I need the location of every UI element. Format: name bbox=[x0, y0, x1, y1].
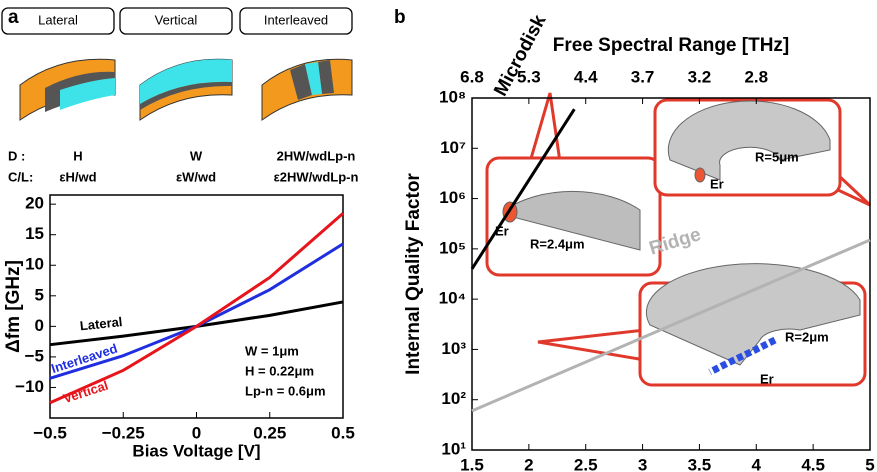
d-formula: H bbox=[73, 148, 82, 163]
param: Lp-n = 0.6μm bbox=[245, 383, 326, 398]
param: W = 1μm bbox=[245, 343, 299, 358]
field-label: Er bbox=[760, 371, 774, 386]
series-label: Vertical bbox=[61, 378, 110, 407]
x2-tick-label: 2.8 bbox=[744, 67, 768, 86]
structure-name: Interleaved bbox=[264, 12, 328, 27]
series-label: Lateral bbox=[79, 314, 123, 333]
d-formula: W bbox=[190, 148, 203, 163]
structure-name: Vertical bbox=[155, 12, 198, 27]
field-label: Er bbox=[495, 223, 509, 238]
x-axis-label: Bias Voltage [V] bbox=[132, 441, 260, 460]
radius-label: R=2.4μm bbox=[530, 236, 585, 251]
y-tick-label: 10⁴ bbox=[439, 289, 466, 308]
x2-tick-label: 3.7 bbox=[631, 67, 655, 86]
x-tick-label: −0.25 bbox=[102, 423, 145, 442]
row-label: D : bbox=[8, 148, 25, 163]
x-tick-label: −0.5 bbox=[33, 423, 67, 442]
x-tick-label: 0.5 bbox=[331, 423, 355, 442]
radius-label: R=5μm bbox=[755, 149, 799, 164]
figure: a −0.5 −0.25 0 0.25 0.5 −10 −5 0 5 10 15 20 Bias Volt… bbox=[0, 0, 877, 472]
panel-label: a bbox=[8, 7, 19, 28]
x-tick-label: 2 bbox=[524, 455, 533, 472]
y-tick-label: 10⁵ bbox=[439, 238, 466, 257]
x-tick-label: 5 bbox=[865, 455, 874, 472]
y-tick-label: 0 bbox=[35, 316, 44, 335]
y-tick-label: −10 bbox=[15, 377, 44, 396]
x2-tick-label: 6.8 bbox=[460, 67, 484, 86]
y-tick-label: −5 bbox=[25, 346, 44, 365]
callout bbox=[530, 93, 560, 162]
y-tick-label: 20 bbox=[25, 194, 44, 213]
cl-formula: εH/wd bbox=[59, 169, 96, 184]
y-tick-label: 5 bbox=[35, 285, 44, 304]
cl-formula: εW/wd bbox=[176, 169, 216, 184]
d-formula: 2HW/wdLp-n bbox=[277, 148, 356, 163]
x-tick-label: 3 bbox=[638, 455, 647, 472]
structure-name: Lateral bbox=[38, 12, 78, 27]
y-tick-label: 10⁸ bbox=[439, 87, 466, 106]
x-tick-label: 4.5 bbox=[801, 455, 825, 472]
mode bbox=[695, 168, 705, 182]
y-tick-label: 15 bbox=[25, 224, 44, 243]
x2-axis-label: Free Spectral Range [THz] bbox=[553, 35, 790, 56]
field-label: Er bbox=[710, 176, 724, 191]
y-tick-label: 10³ bbox=[441, 339, 466, 358]
x2-tick-label: 4.4 bbox=[574, 67, 598, 86]
cl-formula: ε2HW/wdLp-n bbox=[274, 169, 359, 184]
y-tick-label: 10 bbox=[25, 255, 44, 274]
y-tick-label: 10⁷ bbox=[440, 138, 466, 157]
y-tick-label: 10⁶ bbox=[439, 188, 466, 207]
series-label: Interleaved bbox=[49, 341, 119, 376]
y-tick-label: 10¹ bbox=[441, 439, 466, 458]
row-label: C/L: bbox=[8, 169, 33, 184]
x-tick-label: 0 bbox=[192, 423, 201, 442]
radius-label: R=2μm bbox=[785, 329, 829, 344]
param: H = 0.22μm bbox=[245, 363, 314, 378]
panel-label: b bbox=[394, 7, 406, 28]
callout bbox=[838, 175, 870, 205]
y-tick-label: 10² bbox=[441, 389, 466, 408]
x2-tick-label: 3.2 bbox=[688, 67, 712, 86]
y-axis-label: Internal Quality Factor bbox=[403, 173, 424, 375]
x-tick-label: 4 bbox=[752, 455, 762, 472]
y-axis-label: Δfm [GHz] bbox=[3, 260, 24, 353]
x-tick-label: 3.5 bbox=[688, 455, 712, 472]
x-tick-label: 0.25 bbox=[253, 423, 286, 442]
x-tick-label: 2.5 bbox=[574, 455, 598, 472]
